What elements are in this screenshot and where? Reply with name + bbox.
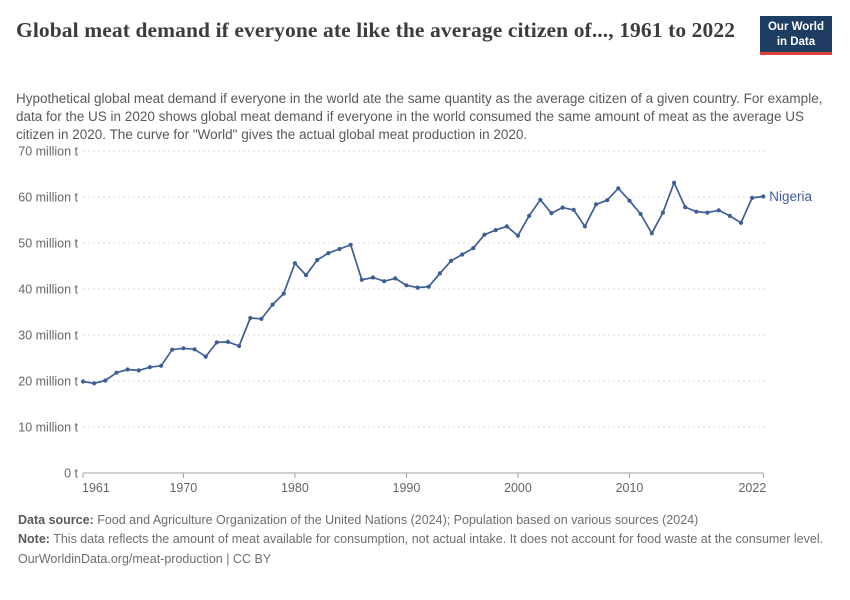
data-point bbox=[203, 354, 208, 359]
x-axis-tick-label: 1970 bbox=[169, 481, 197, 495]
data-point bbox=[170, 347, 175, 352]
data-point bbox=[348, 242, 353, 247]
y-axis-tick-label: 0 t bbox=[64, 467, 78, 481]
data-point bbox=[471, 246, 476, 251]
data-point bbox=[225, 339, 231, 344]
data-point bbox=[515, 233, 521, 238]
data-point bbox=[404, 283, 409, 288]
data-point bbox=[705, 210, 710, 215]
data-point bbox=[638, 211, 643, 217]
data-point bbox=[259, 316, 264, 321]
data-point bbox=[571, 207, 576, 212]
data-point bbox=[627, 198, 632, 203]
data-point bbox=[370, 275, 376, 280]
y-axis-tick-label: 30 million t bbox=[18, 329, 78, 343]
data-point bbox=[393, 276, 398, 281]
data-point bbox=[136, 368, 141, 373]
entity-label-nigeria[interactable]: Nigeria bbox=[769, 189, 812, 204]
y-axis-tick-label: 50 million t bbox=[18, 237, 78, 251]
data-point bbox=[660, 210, 666, 215]
note-text: This data reflects the amount of meat av… bbox=[53, 532, 824, 546]
x-axis-tick-label: 1980 bbox=[281, 481, 309, 495]
chart-footer: Data source: Food and Agriculture Organi… bbox=[18, 512, 834, 570]
data-point bbox=[694, 209, 699, 214]
data-point bbox=[649, 231, 654, 236]
data-point bbox=[326, 251, 331, 256]
x-axis-tick-label: 2022 bbox=[738, 481, 766, 495]
data-point bbox=[114, 370, 119, 375]
data-point bbox=[103, 378, 108, 383]
x-axis-tick-label: 2000 bbox=[504, 481, 532, 495]
data-point bbox=[460, 252, 465, 257]
data-point bbox=[214, 340, 219, 345]
chart-subtitle: Hypothetical global meat demand if every… bbox=[16, 91, 823, 142]
y-axis-tick-label: 10 million t bbox=[18, 421, 78, 435]
data-point bbox=[359, 277, 364, 282]
note-line: Note: This data reflects the amount of m… bbox=[18, 531, 834, 547]
data-point bbox=[147, 365, 152, 370]
owid-logo[interactable]: Our World in Data bbox=[759, 16, 832, 56]
y-axis-tick-label: 40 million t bbox=[18, 283, 78, 297]
x-axis-tick-label: 1961 bbox=[82, 481, 110, 495]
data-point bbox=[448, 258, 454, 263]
data-point bbox=[337, 246, 342, 252]
data-point bbox=[237, 343, 242, 349]
x-axis-tick-label: 1990 bbox=[393, 481, 421, 495]
data-point bbox=[303, 273, 309, 278]
data-point bbox=[593, 202, 599, 207]
data-point bbox=[761, 194, 766, 199]
data-point bbox=[426, 284, 431, 289]
data-point bbox=[549, 211, 554, 216]
data-point bbox=[683, 205, 688, 210]
data-point bbox=[192, 347, 197, 352]
data-point bbox=[482, 232, 487, 237]
data-point bbox=[281, 291, 286, 296]
note-label: Note: bbox=[18, 532, 50, 546]
owid-logo-line2: in Data bbox=[776, 35, 816, 48]
data-point bbox=[181, 346, 186, 351]
data-point bbox=[616, 186, 621, 191]
y-axis-tick-label: 20 million t bbox=[18, 375, 78, 389]
data-point bbox=[493, 228, 498, 233]
data-point bbox=[415, 285, 420, 290]
source-url-line[interactable]: OurWorldinData.org/meat-production | CC … bbox=[18, 552, 272, 566]
data-point bbox=[538, 197, 543, 202]
data-point bbox=[582, 224, 588, 229]
x-axis-tick-label: 2010 bbox=[616, 481, 644, 495]
data-point bbox=[437, 271, 442, 276]
data-point bbox=[560, 205, 565, 210]
data-point bbox=[125, 367, 130, 372]
data-point bbox=[315, 257, 320, 263]
data-point bbox=[248, 315, 253, 321]
data-point bbox=[727, 213, 732, 218]
data-source-label: Data source: bbox=[18, 513, 94, 527]
data-point bbox=[750, 195, 755, 200]
data-point bbox=[527, 213, 532, 218]
data-point bbox=[382, 279, 387, 284]
series-line-nigeria bbox=[82, 181, 765, 385]
line-chart: 0 t 10 million t 20 million t 30 million t 4… bbox=[18, 145, 812, 496]
chart-title: Global meat demand if everyone ate like … bbox=[16, 18, 736, 42]
data-point bbox=[80, 379, 86, 384]
data-point bbox=[92, 381, 97, 386]
data-point bbox=[605, 198, 610, 203]
y-axis-tick-label: 70 million t bbox=[18, 145, 78, 159]
data-point bbox=[716, 208, 721, 213]
y-axis-tick-label: 60 million t bbox=[18, 191, 78, 205]
data-point bbox=[672, 180, 677, 185]
data-point bbox=[270, 302, 275, 307]
data-point bbox=[738, 220, 744, 225]
data-point bbox=[292, 261, 297, 266]
owid-logo-line1: Our World bbox=[767, 21, 824, 33]
data-source-line: Data source: Food and Agriculture Organi… bbox=[18, 512, 834, 528]
data-source-text: Food and Agriculture Organization of the… bbox=[97, 513, 699, 527]
data-point bbox=[504, 224, 509, 229]
data-point bbox=[159, 363, 164, 368]
